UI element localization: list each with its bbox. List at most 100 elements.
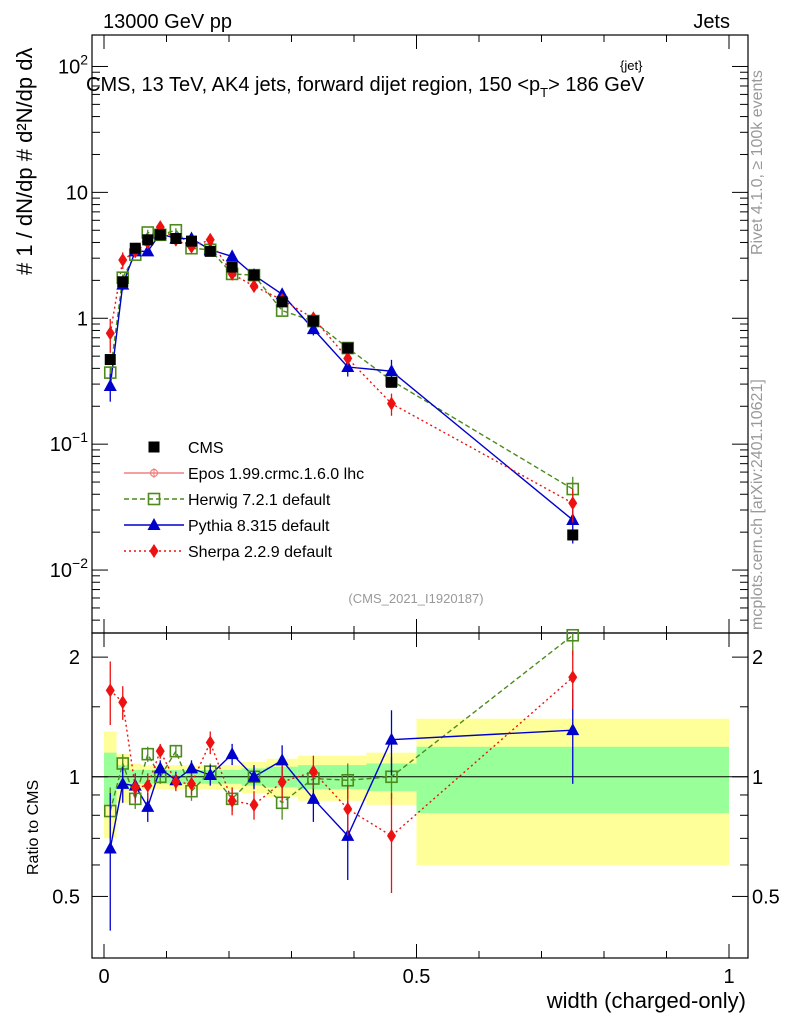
data-point-cms [104, 354, 116, 366]
data-point-cms [204, 245, 216, 257]
x-tick-label: 0 [98, 966, 109, 988]
legend-label: Sherpa 2.2.9 default [188, 544, 333, 561]
y-tick-label-main: 1 [77, 308, 88, 330]
data-point-cms [129, 242, 141, 254]
side-label-bottom: mcplots.cern.ch [arXiv:2401.10621] [749, 379, 766, 630]
data-point-main [306, 322, 320, 335]
header-right: Jets [693, 11, 730, 33]
data-point-ratio [141, 799, 155, 812]
data-point-ratio [387, 828, 396, 843]
series-line-ratio [109, 676, 574, 837]
data-point-ratio [203, 768, 217, 781]
data-point-main [205, 232, 215, 247]
series-line-main [109, 226, 574, 504]
legend-marker [148, 441, 160, 453]
data-point-ratio [116, 776, 130, 789]
data-point-ratio [249, 797, 259, 812]
y-tick-label-main: 102 [58, 51, 88, 78]
data-point-ratio [130, 780, 140, 795]
data-point-ratio [185, 761, 198, 774]
data-point-ratio [118, 695, 128, 710]
data-point-ratio [103, 841, 117, 854]
data-point-main [225, 249, 239, 262]
data-point-main [105, 326, 115, 341]
data-point-cms [342, 342, 354, 354]
data-point-main [387, 396, 396, 411]
header-left: 13000 GeV pp [103, 11, 232, 33]
legend-label: Epos 1.99.crmc.1.6.0 lhc [188, 466, 364, 483]
data-point-main [103, 378, 117, 391]
side-label-top: Rivet 4.1.0, ≥ 100k events [749, 70, 766, 255]
data-point-ratio [143, 778, 153, 793]
data-point-ratio [205, 735, 215, 750]
title-superscript: {jet} [620, 58, 643, 73]
data-point-ratio [566, 628, 580, 642]
y-tick-label-ratio: 0.5 [52, 886, 80, 908]
data-point-cms [117, 276, 129, 288]
data-point-ratio [227, 793, 237, 808]
y-axis-label-ratio: Ratio to CMS [25, 780, 42, 875]
data-point-cms [170, 233, 182, 245]
ylabel-main-text: # 1 / dN/dp # d²N/dp dλ [12, 48, 37, 275]
data-point-ratio [308, 764, 318, 779]
data-point-ratio [385, 732, 398, 745]
y-axis-label-main: # 1 / dN/dp # d²N/dp dλ [12, 48, 37, 275]
data-point-ratio [169, 744, 183, 758]
data-point-cms [307, 315, 319, 327]
data-point-main [249, 279, 259, 294]
data-point-cms [186, 235, 197, 247]
y-tick-label-main: 10 [66, 182, 88, 204]
data-point-main [341, 360, 355, 373]
y-tick-label-ratio-right: 0.5 [752, 886, 780, 908]
data-point-ratio [306, 791, 320, 804]
data-point-ratio [153, 761, 167, 774]
legend-marker [149, 544, 159, 558]
legend-marker [149, 468, 159, 478]
x-tick-label: 1 [723, 966, 734, 988]
legend-label: Herwig 7.2.1 default [188, 492, 331, 509]
y-tick-label-main: 10−2 [50, 555, 88, 582]
data-point-ratio [105, 683, 115, 698]
data-point-cms [386, 376, 397, 388]
band-green [104, 752, 117, 805]
legend-marker [147, 518, 161, 530]
data-point-cms [226, 261, 238, 273]
data-point-ratio [566, 723, 580, 736]
data-point-ratio [187, 776, 196, 791]
data-point-cms [248, 269, 260, 281]
y-tick-label-ratio: 2 [69, 647, 80, 669]
data-point-ratio [171, 775, 181, 790]
data-markers [103, 220, 580, 931]
data-point-ratio [275, 753, 289, 766]
axis-ticks: 0 0.5 1 102 10 1 10−1 10−2 0.5 0.5 1 1 2 2 [50, 35, 780, 988]
legend-label: Pythia 8.315 default [188, 518, 330, 535]
y-tick-label-ratio-right: 2 [752, 647, 763, 669]
data-point-ratio [277, 775, 287, 790]
legend-marker [147, 492, 161, 506]
ratio-frame [91, 632, 749, 959]
y-tick-label-ratio: 1 [69, 767, 80, 789]
data-point-cms [567, 529, 579, 541]
data-point-main [568, 496, 578, 511]
data-point-main [343, 351, 353, 366]
chart-title: CMS, 13 TeV, AK4 jets, forward dijet reg… [86, 74, 645, 100]
y-tick-label-ratio-right: 1 [752, 767, 763, 789]
data-point-ratio [247, 769, 261, 782]
data-point-main [385, 364, 398, 377]
x-axis-label: width (charged-only) [546, 988, 746, 1013]
data-point-ratio [568, 670, 578, 685]
data-point-ratio [141, 747, 155, 761]
data-point-cms [142, 234, 154, 246]
data-point-ratio [343, 801, 353, 816]
y-tick-label-main: 10−1 [50, 429, 88, 456]
plot-frames [91, 34, 749, 959]
data-point-main [118, 253, 128, 268]
data-point-ratio [155, 744, 165, 759]
x-tick-label: 0.5 [403, 966, 431, 988]
data-point-ratio [225, 747, 239, 760]
data-point-main [141, 244, 155, 257]
data-point-cms [154, 229, 166, 241]
analysis-id: (CMS_2021_I1920187) [348, 591, 483, 606]
data-point-cms [276, 296, 288, 308]
